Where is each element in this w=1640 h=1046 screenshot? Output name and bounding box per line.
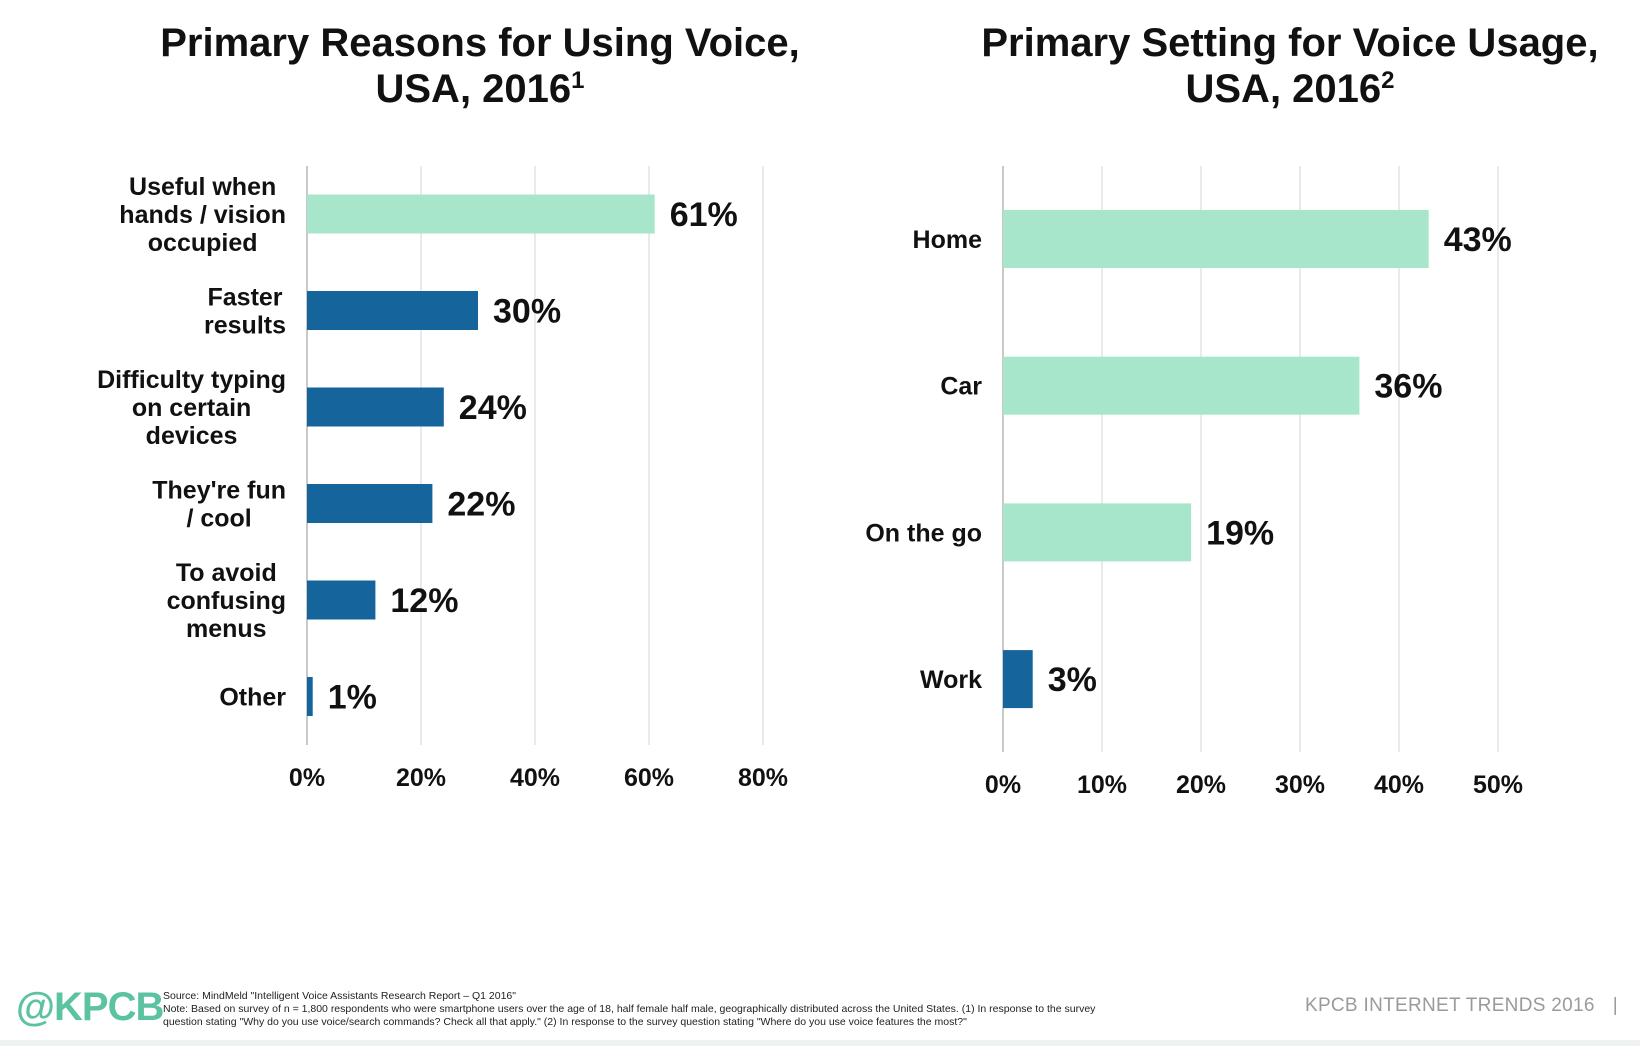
right-chart-title-line1: Primary Setting for Voice Usage,: [981, 21, 1599, 65]
right-chart-title: Primary Setting for Voice Usage, USA, 20…: [960, 20, 1620, 112]
reason-value-label: 1%: [328, 679, 377, 717]
reason-value-label: 61%: [670, 196, 738, 234]
survey-note-line2: question stating "Why do you use voice/s…: [163, 1016, 967, 1028]
reason-bar: [307, 580, 376, 620]
brand-text: KPCB INTERNET TRENDS 2016: [1304, 995, 1595, 1016]
setting-category-label: Home: [913, 226, 983, 254]
reason-value-label: 24%: [459, 389, 527, 427]
source-note: Source: MindMeld "Intelligent Voice Assi…: [163, 990, 516, 1002]
right-chart-title-footnote-marker: 2: [1381, 67, 1395, 94]
reason-tick-label: 40%: [510, 764, 560, 792]
reason-bar: [307, 677, 313, 716]
setting-tick-label: 20%: [1176, 771, 1226, 799]
setting-value-label: 3%: [1048, 661, 1097, 699]
reason-bar: [307, 291, 478, 330]
reason-tick-label: 80%: [738, 764, 788, 792]
survey-note-line1: Note: Based on survey of n = 1,800 respo…: [163, 1003, 1096, 1015]
setting-category-label: Work: [920, 666, 982, 694]
reason-category-label: Difficulty typing on certain devices: [97, 366, 286, 450]
setting-tick-label: 30%: [1275, 771, 1325, 799]
setting-tick-label: 40%: [1374, 771, 1424, 799]
left-chart-title-footnote-marker: 1: [571, 67, 585, 94]
footnote: Source: MindMeld "Intelligent Voice Assi…: [163, 990, 1263, 1029]
setting-category-label: On the go: [865, 519, 982, 547]
reason-category-label: Faster results: [204, 284, 286, 340]
setting-category-label: Car: [940, 373, 982, 401]
left-chart-title-line2: USA, 2016: [375, 67, 572, 111]
setting-bar: [1003, 503, 1192, 562]
setting-value-label: 36%: [1374, 368, 1442, 406]
setting-value-label: 19%: [1206, 514, 1274, 552]
reason-category-label: They're fun / cool: [152, 477, 286, 533]
reason-category-label: To avoid confusing menus: [167, 559, 286, 643]
reason-tick-label: 20%: [396, 764, 446, 792]
kpcb-logo: @KPCB: [16, 985, 164, 1029]
right-chart-title-line2: USA, 2016: [1185, 67, 1382, 111]
reason-category-label: Useful when hands / vision occupied: [119, 173, 286, 257]
setting-bar: [1003, 356, 1360, 415]
reason-bar: [307, 484, 433, 523]
reason-bar: [307, 194, 655, 234]
setting-value-label: 43%: [1444, 221, 1512, 259]
setting-bar: [1003, 210, 1429, 268]
setting-bar: [1003, 650, 1033, 709]
left-chart-title: Primary Reasons for Using Voice, USA, 20…: [130, 20, 830, 112]
brand-footer: KPCB INTERNET TRENDS 2016 |: [1305, 995, 1618, 1017]
reasons-bar-chart: 0% 20% 40% 60% 80% 61% Useful when hands / visi…: [97, 166, 788, 792]
reason-value-label: 22%: [447, 486, 515, 524]
reason-value-label: 12%: [390, 582, 458, 620]
setting-tick-label: 50%: [1473, 771, 1523, 799]
reason-bar: [307, 387, 444, 427]
reason-tick-label: 60%: [624, 764, 674, 792]
reason-tick-label: 0%: [289, 764, 325, 792]
reason-category-label: Other: [219, 684, 286, 712]
left-chart-title-line1: Primary Reasons for Using Voice,: [160, 21, 800, 65]
setting-tick-label: 10%: [1077, 771, 1127, 799]
settings-bar-chart: 0% 10% 20% 30% 40% 50% 43% Home 36% Car 19% On the …: [865, 166, 1523, 799]
brand-separator: |: [1612, 995, 1618, 1016]
reason-value-label: 30%: [493, 293, 561, 331]
bottom-strip: [0, 1040, 1640, 1046]
setting-tick-label: 0%: [985, 771, 1021, 799]
